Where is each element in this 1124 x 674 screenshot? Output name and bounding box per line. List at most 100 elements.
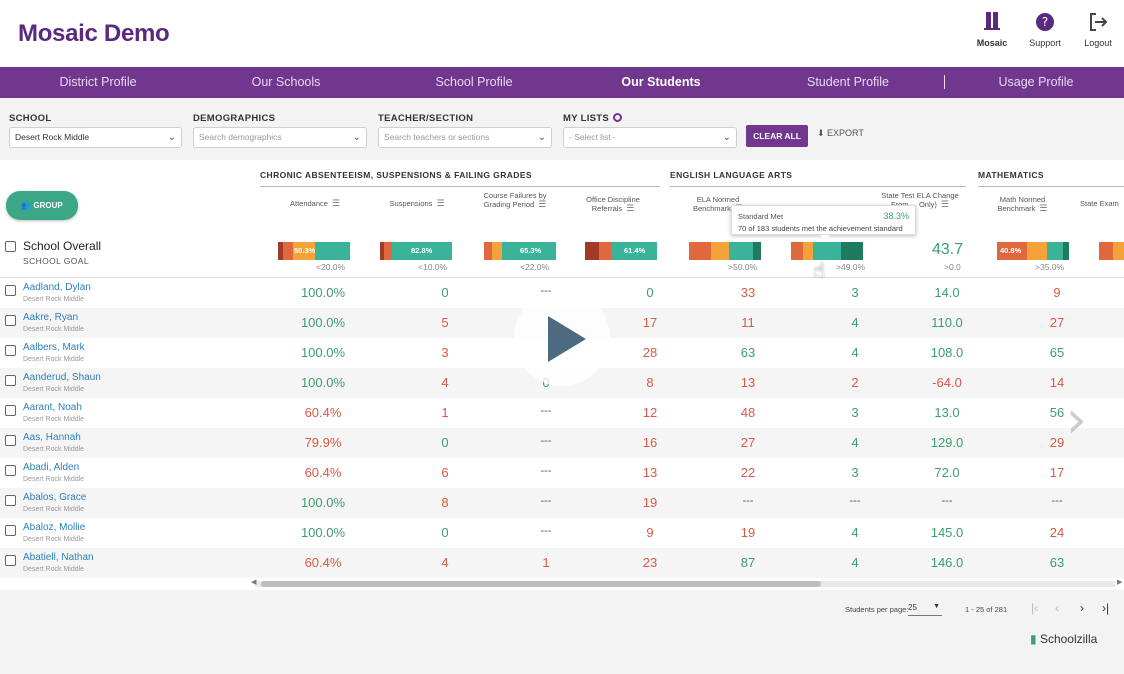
course-failures-bar-label: 65.3%: [520, 246, 542, 255]
student-school: Desert Rock Middle: [23, 296, 85, 303]
cell-ste: 4: [851, 435, 859, 450]
table-row[interactable]: Abalos, Grace Desert Rock Middle 100.0% 8 --…: [0, 488, 1124, 518]
student-name-link[interactable]: Aas, Hannah: [23, 432, 81, 443]
select-all-checkbox[interactable]: [5, 241, 16, 252]
filter-icon[interactable]: ☰: [538, 199, 547, 209]
student-name-link[interactable]: Abalos, Grace: [23, 492, 87, 503]
student-name-link[interactable]: Aakre, Ryan: [23, 312, 79, 323]
col-state-exam[interactable]: State Exam: [1080, 199, 1119, 208]
col-office-discipline[interactable]: Office Discipline Referrals ☰: [568, 195, 658, 213]
school-select-value: Desert Rock Middle: [15, 132, 90, 142]
row-checkbox[interactable]: [5, 435, 16, 446]
tab-our-schools[interactable]: Our Schools: [251, 75, 321, 89]
teacher-filter-label: TEACHER/SECTION: [378, 113, 474, 124]
tab-school-profile[interactable]: School Profile: [435, 75, 513, 89]
scroll-right-icon[interactable]: ▶: [1117, 579, 1123, 586]
cell-susp: 8: [441, 495, 449, 510]
attendance-bar[interactable]: [278, 242, 350, 260]
row-checkbox[interactable]: [5, 405, 16, 416]
col-attendance[interactable]: Attendance ☰: [270, 198, 360, 209]
cell-ste: 3: [851, 285, 859, 300]
pagination-footer: Students per page: 25 ▼ 1 - 25 of 281 |‹ …: [0, 590, 1124, 674]
export-button[interactable]: ⬇ EXPORT: [817, 128, 864, 139]
clear-all-button[interactable]: CLEAR ALL: [746, 125, 808, 147]
filter-icon[interactable]: ☰: [626, 203, 635, 213]
student-name-link[interactable]: Aalbers, Mark: [23, 342, 85, 353]
row-checkbox[interactable]: [5, 375, 16, 386]
suspensions-bar[interactable]: [380, 242, 452, 260]
student-name-link[interactable]: Aarant, Noah: [23, 402, 82, 413]
filter-icon[interactable]: ☰: [1039, 203, 1048, 213]
cell-math: 9: [1053, 285, 1061, 300]
mylists-label-text: MY LISTS: [563, 113, 610, 124]
table-row[interactable]: Aalbers, Mark Desert Rock Middle 100.0% 3 28…: [0, 338, 1124, 368]
horizontal-scrollbar[interactable]: ◀ ▶: [251, 579, 1122, 587]
mosaic-nav[interactable]: Mosaic: [965, 12, 1019, 48]
cell-att: 100.0%: [300, 525, 346, 540]
ela-normed-bar[interactable]: [689, 242, 761, 260]
filter-icon[interactable]: ☰: [331, 198, 341, 208]
tab-student-profile[interactable]: Student Profile: [807, 75, 889, 89]
student-name-link[interactable]: Abaloz, Mollie: [23, 522, 86, 533]
next-page-icon[interactable]: ›: [1080, 601, 1084, 615]
cell-ela: 13: [740, 375, 756, 390]
row-checkbox[interactable]: [5, 525, 16, 536]
col-math-normed[interactable]: Math Normed Benchmark ☰: [980, 195, 1065, 213]
group-button[interactable]: 👥 GROUP: [6, 191, 78, 220]
prev-page-icon[interactable]: ‹: [1055, 601, 1059, 615]
table-row[interactable]: Abadi, Alden Desert Rock Middle 60.4% 6 --- 1…: [0, 458, 1124, 488]
student-name-link[interactable]: Abadi, Alden: [23, 462, 80, 473]
scroll-left-icon[interactable]: ◀: [251, 579, 257, 586]
tab-usage-profile[interactable]: Usage Profile: [998, 75, 1074, 89]
row-checkbox[interactable]: [5, 285, 16, 296]
table-row[interactable]: Aas, Hannah Desert Rock Middle 79.9% 0 --- 16…: [0, 428, 1124, 458]
cell-cf: ---: [540, 405, 552, 417]
scrollbar-thumb[interactable]: [261, 581, 821, 587]
row-checkbox[interactable]: [5, 465, 16, 476]
cell-att: 100.0%: [300, 285, 346, 300]
student-name-link[interactable]: Aadland, Dylan: [23, 282, 91, 293]
page-range: 1 - 25 of 281: [965, 605, 1008, 614]
col-suspensions[interactable]: Suspensions ☰: [372, 198, 462, 209]
table-row[interactable]: Abaloz, Mollie Desert Rock Middle 100.0% 0 -…: [0, 518, 1124, 548]
course-failures-bar[interactable]: [484, 242, 556, 260]
student-name-link[interactable]: Aanderud, Shaun: [23, 372, 101, 383]
cell-att: 100.0%: [300, 345, 346, 360]
student-name-link[interactable]: Abatiell, Nathan: [23, 552, 94, 563]
tab-district-profile[interactable]: District Profile: [59, 75, 137, 89]
row-checkbox[interactable]: [5, 495, 16, 506]
office-discipline-bar[interactable]: [585, 242, 657, 260]
teacher-search[interactable]: Search teachers or sections ⌄: [378, 127, 552, 148]
first-page-icon[interactable]: |‹: [1031, 601, 1039, 615]
per-page-select[interactable]: 25 ▼: [908, 603, 942, 616]
cell-cf: 1: [542, 555, 550, 570]
support-nav[interactable]: ? Support: [1018, 12, 1072, 48]
demographics-search[interactable]: Search demographics ⌄: [193, 127, 367, 148]
cell-cf: ---: [540, 495, 552, 507]
math-normed-bar[interactable]: [997, 242, 1069, 260]
state-test-ela-bar[interactable]: [791, 242, 863, 260]
next-slide-icon[interactable]: ›: [1066, 390, 1087, 450]
cell-math: 24: [1049, 525, 1065, 540]
row-checkbox[interactable]: [5, 345, 16, 356]
school-select[interactable]: Desert Rock Middle ⌄: [9, 127, 182, 148]
cell-ela: 27: [740, 435, 756, 450]
col-course-failures[interactable]: Course Failures by Grading Period ☰: [470, 191, 560, 209]
filter-bar: SCHOOL Desert Rock Middle ⌄ DEMOGRAPHICS…: [0, 98, 1124, 160]
filter-icon[interactable]: ☰: [436, 198, 445, 208]
col-state-test-ela[interactable]: State Test ELA Change From ... Only)☰: [875, 191, 965, 209]
math-normed-bar-label: 40.8%: [1000, 246, 1022, 255]
table-row[interactable]: Abatiell, Nathan Desert Rock Middle 60.4% 4…: [0, 548, 1124, 578]
row-checkbox[interactable]: [5, 555, 16, 566]
table-row[interactable]: Aarant, Noah Desert Rock Middle 60.4% 1 --- 1…: [0, 398, 1124, 428]
last-page-icon[interactable]: ›|: [1102, 601, 1110, 615]
cell-ela: 33: [740, 285, 756, 300]
row-checkbox[interactable]: [5, 315, 16, 326]
filter-icon[interactable]: ☰: [940, 199, 949, 209]
logout-nav[interactable]: Logout: [1071, 12, 1124, 48]
state-exam-bar[interactable]: [1099, 242, 1124, 260]
mylists-select[interactable]: - Select list - ⌄: [563, 127, 737, 148]
cell-att: 60.4%: [304, 465, 342, 480]
table-row[interactable]: Aadland, Dylan Desert Rock Middle 100.0% 0 -…: [0, 278, 1124, 308]
tab-our-students[interactable]: Our Students: [621, 75, 701, 89]
